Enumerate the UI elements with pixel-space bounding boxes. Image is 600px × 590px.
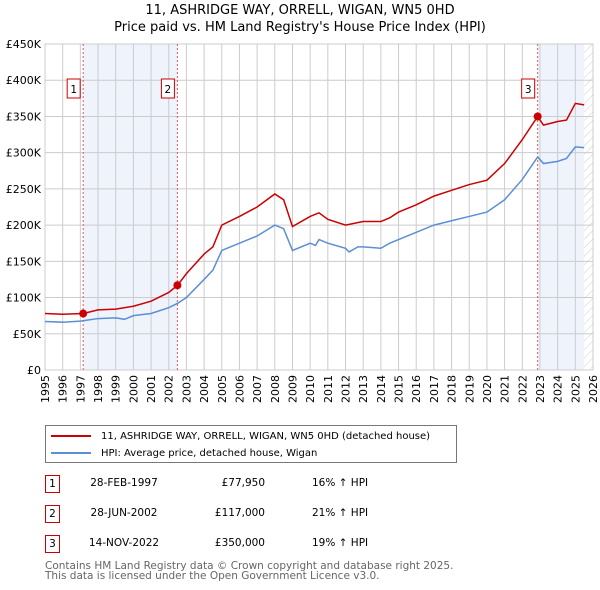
x-tick-label: 2000 — [127, 375, 140, 403]
x-tick-label: 2021 — [499, 375, 512, 403]
x-tick-label: 2009 — [286, 375, 299, 403]
legend-label: HPI: Average price, detached house, Wiga… — [101, 447, 318, 459]
x-tick-label: 2007 — [251, 375, 264, 403]
x-tick-label: 2014 — [375, 375, 388, 403]
x-tick-label: 2023 — [534, 375, 547, 403]
x-tick-label: 2019 — [463, 375, 476, 403]
y-tick-label: £100K — [6, 292, 42, 305]
y-tick-label: £400K — [6, 74, 42, 87]
x-tick-label: 1997 — [74, 375, 87, 403]
sale-point — [79, 309, 88, 318]
shaded-region — [537, 44, 585, 370]
plot-area: 1995 1996 1997 1998 1999 2000 2001 2002 2003 2004… — [6, 38, 600, 403]
x-tick-label: 2008 — [269, 375, 282, 403]
sale-price: £77,950 — [221, 477, 265, 489]
sale-date: 14-NOV-2022 — [88, 537, 160, 549]
chart-title: 11, ASHRIDGE WAY, ORRELL, WIGAN, WN5 0HD — [145, 3, 455, 18]
forecast-hatch — [584, 44, 593, 370]
chart-subtitle: Price paid vs. HM Land Registry's House … — [114, 20, 486, 35]
x-tick-label: 2026 — [587, 375, 600, 403]
y-tick-label: £250K — [6, 183, 42, 196]
sale-marker-box: 3 — [45, 535, 60, 553]
x-tick-label: 2015 — [393, 375, 406, 403]
x-tick-label: 2013 — [357, 375, 370, 403]
sale-marker-box: 1 — [45, 475, 60, 493]
y-tick-label: £300K — [6, 147, 42, 160]
x-tick-label: 1998 — [92, 375, 105, 403]
footer-line: Contains HM Land Registry data © Crown c… — [45, 560, 454, 572]
footer-line: This data is licensed under the Open Gov… — [45, 570, 380, 582]
sale-price: £350,000 — [214, 537, 265, 549]
x-tick-label: 2011 — [322, 375, 335, 403]
x-tick-label: 2016 — [410, 375, 423, 403]
y-tick-label: £50K — [13, 328, 42, 341]
x-tick-label: 1996 — [57, 375, 70, 403]
legend: 11, ASHRIDGE WAY, ORRELL, WIGAN, WN5 0HD… — [45, 425, 457, 463]
x-tick-label: 2010 — [304, 375, 317, 403]
plot-frame — [44, 43, 594, 371]
sale-label: 1 — [70, 84, 77, 96]
legend-swatch — [51, 435, 91, 437]
x-tick-label: 2025 — [569, 375, 582, 403]
sale-hpi-diff: 21% ↑ HPI — [312, 507, 369, 519]
y-tick-label: £350K — [6, 110, 42, 123]
sale-date: 28-JUN-2002 — [90, 507, 158, 519]
x-tick-label: 2005 — [216, 375, 229, 403]
sale-marker-box: 2 — [45, 505, 60, 523]
y-tick-label: £200K — [6, 219, 42, 232]
y-tick-label: £0 — [27, 364, 41, 377]
sale-point — [533, 112, 542, 121]
x-tick-label: 2004 — [198, 375, 211, 403]
x-tick-label: 2006 — [233, 375, 246, 403]
x-tick-label: 2024 — [552, 375, 565, 403]
x-tick-label: 1995 — [39, 375, 52, 403]
legend-label: 11, ASHRIDGE WAY, ORRELL, WIGAN, WN5 0HD… — [101, 430, 431, 442]
x-tick-label: 2020 — [481, 375, 494, 403]
x-tick-label: 2017 — [428, 375, 441, 403]
sale-label-box — [66, 78, 81, 99]
x-tick-label: 2012 — [340, 375, 353, 403]
legend-item-property: 11, ASHRIDGE WAY, ORRELL, WIGAN, WN5 0HD… — [51, 429, 430, 443]
sale-label: 3 — [525, 84, 532, 96]
footer: Contains HM Land Registry data © Crown c… — [45, 560, 454, 582]
x-tick-label: 1999 — [110, 375, 123, 403]
sale-label-box — [521, 78, 536, 99]
sale-hpi-diff: 19% ↑ HPI — [312, 537, 369, 549]
sale-point — [173, 281, 182, 290]
sale-label: 2 — [165, 84, 172, 96]
series-line-hpi — [44, 146, 585, 323]
sale-hpi-diff: 16% ↑ HPI — [312, 477, 369, 489]
legend-swatch — [51, 452, 91, 454]
y-tick-label: £150K — [6, 255, 42, 268]
sale-label-box — [160, 78, 175, 99]
x-tick-label: 2003 — [180, 375, 193, 403]
x-tick-label: 2002 — [163, 375, 176, 403]
legend-item-hpi: HPI: Average price, detached house, Wiga… — [51, 446, 317, 460]
sale-date: 28-FEB-1997 — [90, 477, 158, 489]
series-line-property — [44, 102, 585, 315]
y-tick-label: £450K — [6, 38, 42, 51]
x-tick-label: 2022 — [516, 375, 529, 403]
x-tick-label: 2001 — [145, 375, 158, 403]
x-tick-label: 2018 — [446, 375, 459, 403]
sale-price: £117,000 — [214, 507, 265, 519]
